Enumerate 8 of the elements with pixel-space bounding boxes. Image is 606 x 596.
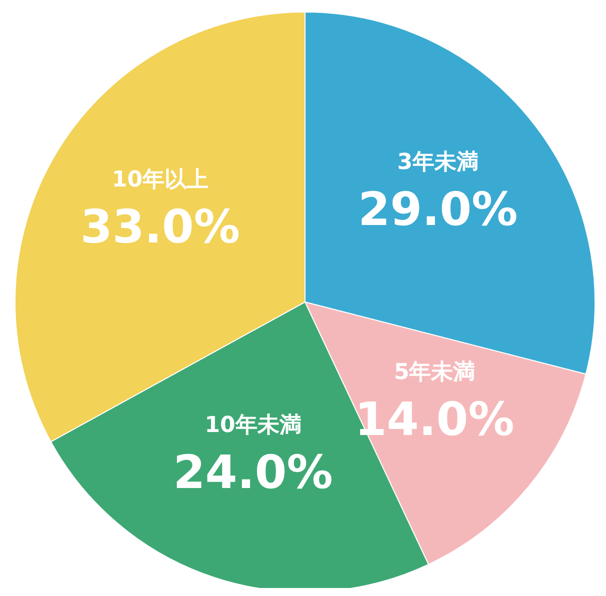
- slice-label: 3年未満: [397, 150, 479, 175]
- slice-label: 10年以上: [112, 167, 209, 192]
- slice-label: 10年未満: [204, 412, 302, 438]
- slice-label: 5年未満: [394, 360, 476, 386]
- data-label: 24.0%: [173, 444, 333, 499]
- data-label: 14.0%: [354, 392, 514, 446]
- data-label: 29.0%: [358, 182, 518, 236]
- data-label: 33.0%: [80, 199, 240, 254]
